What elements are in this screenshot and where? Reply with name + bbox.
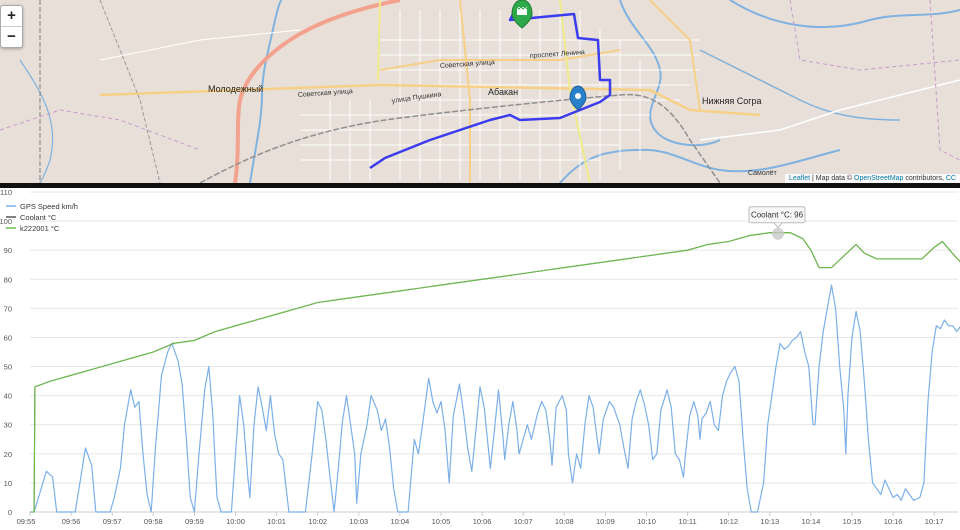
place-label-molodezhny: Молодежный	[208, 84, 263, 94]
zoom-in-button[interactable]: +	[7, 7, 16, 24]
zoom-out-button[interactable]: −	[1, 26, 22, 47]
zoom-control: + −	[0, 5, 23, 48]
street-label: улица Пушкина	[391, 91, 442, 105]
map-attribution: Leaflet | Map data © OpenStreetMap contr…	[785, 174, 960, 183]
legend-label: k222001 °C	[20, 224, 60, 233]
series-lines	[30, 232, 960, 513]
y-tick-label: 10	[4, 479, 12, 488]
x-tick-label: 10:01	[267, 517, 286, 526]
x-tick-label: 10:12	[719, 517, 738, 526]
series-line-2	[30, 232, 960, 513]
y-tick-label: 110	[0, 188, 12, 197]
attribution-text: | Map data ©	[810, 175, 855, 182]
place-label-nizhnyaya-sogra: Нижняя Согра	[702, 96, 762, 106]
x-tick-label: 10:02	[308, 517, 327, 526]
x-tick-label: 10:13	[760, 517, 779, 526]
tooltip-text: Coolant °C: 96	[751, 211, 804, 220]
railway	[199, 93, 721, 183]
main-road	[559, 0, 591, 183]
panel-divider	[0, 183, 960, 188]
map-tiles[interactable]: Молодежный Абакан Нижняя Согра Самолёт С…	[0, 0, 960, 183]
x-tick-label: 10:11	[678, 517, 696, 526]
route-map[interactable]: Молодежный Абакан Нижняя Согра Самолёт С…	[0, 0, 960, 183]
y-tick-label: 50	[4, 363, 12, 372]
river	[249, 0, 283, 183]
x-tick-label: 10:15	[843, 517, 862, 526]
legend-label: Coolant °C	[20, 213, 57, 222]
street-label: проспект Ленина	[530, 49, 586, 60]
y-tick-label: 0	[8, 508, 12, 517]
place-label-samolet: Самолёт	[748, 170, 778, 177]
river	[559, 148, 841, 183]
highway	[233, 0, 401, 183]
river	[19, 59, 54, 183]
main-road	[99, 83, 761, 117]
y-tick-label: 90	[4, 246, 12, 255]
x-tick-label: 10:14	[802, 517, 821, 526]
x-tick-label: 10:04	[391, 517, 410, 526]
railway	[99, 0, 161, 183]
x-tick-label: 10:03	[349, 517, 368, 526]
street-label: Советская улица	[440, 59, 495, 70]
x-tick-label: 10:10	[637, 517, 656, 526]
legend-label: GPS Speed km/h	[20, 202, 78, 211]
boundary	[0, 109, 201, 151]
gps-route	[369, 9, 612, 170]
river	[619, 0, 721, 147]
main-road	[459, 0, 471, 183]
y-tick-label: 60	[4, 333, 12, 342]
street-label: Советская улица	[298, 88, 353, 99]
road	[99, 29, 301, 61]
x-tick-label: 09:58	[144, 517, 163, 526]
start-marker[interactable]	[511, 0, 533, 29]
river	[699, 49, 901, 121]
osm-link[interactable]: OpenStreetMap	[854, 175, 904, 182]
grid	[30, 191, 958, 513]
cc-link[interactable]: CC	[945, 175, 956, 182]
x-axis: 09:55 09:56 09:57 09:58 09:59 10:00 10:01 10:02…	[17, 511, 958, 526]
tooltip-pointer	[773, 222, 783, 229]
y-tick-label: 70	[4, 304, 12, 313]
y-tick-label: 40	[4, 392, 12, 401]
x-tick-label: 09:59	[185, 517, 204, 526]
series-line-1	[30, 232, 960, 513]
x-tick-label: 10:09	[596, 517, 615, 526]
x-tick-label: 09:55	[17, 517, 36, 526]
road	[699, 79, 960, 141]
series-line-0	[30, 284, 960, 513]
y-tick-label: 20	[4, 450, 12, 459]
hover-marker	[772, 227, 785, 240]
main-road	[377, 0, 381, 81]
x-tick-label: 10:17	[925, 517, 944, 526]
y-tick-label: 30	[4, 421, 12, 430]
y-axis: 0 10 20 30 40 50 60 70 80 90 100 110	[0, 188, 12, 517]
tooltip: Coolant °C: 96	[748, 206, 806, 240]
x-tick-label: 10:08	[555, 517, 574, 526]
attribution-text: contributors,	[903, 175, 946, 182]
x-tick-label: 09:57	[103, 517, 122, 526]
x-tick-label: 10:00	[226, 517, 245, 526]
x-tick-label: 09:56	[62, 517, 81, 526]
leaflet-link[interactable]: Leaflet	[789, 175, 811, 182]
x-tick-label: 10:07	[514, 517, 533, 526]
main-road	[649, 0, 701, 111]
boundary	[929, 0, 960, 161]
y-tick-label: 100	[0, 217, 12, 226]
place-label-abakan: Абакан	[488, 87, 518, 97]
main-road	[379, 49, 621, 71]
river	[729, 0, 960, 29]
boundary	[789, 0, 960, 71]
x-tick-label: 10:16	[884, 517, 903, 526]
x-tick-label: 10:06	[473, 517, 492, 526]
x-tick-label: 10:05	[432, 517, 451, 526]
end-marker[interactable]	[569, 85, 587, 111]
tooltip-box	[748, 206, 806, 224]
y-tick-label: 80	[4, 275, 12, 284]
legend: GPS Speed km/h Coolant °C k222001 °C	[6, 202, 78, 233]
